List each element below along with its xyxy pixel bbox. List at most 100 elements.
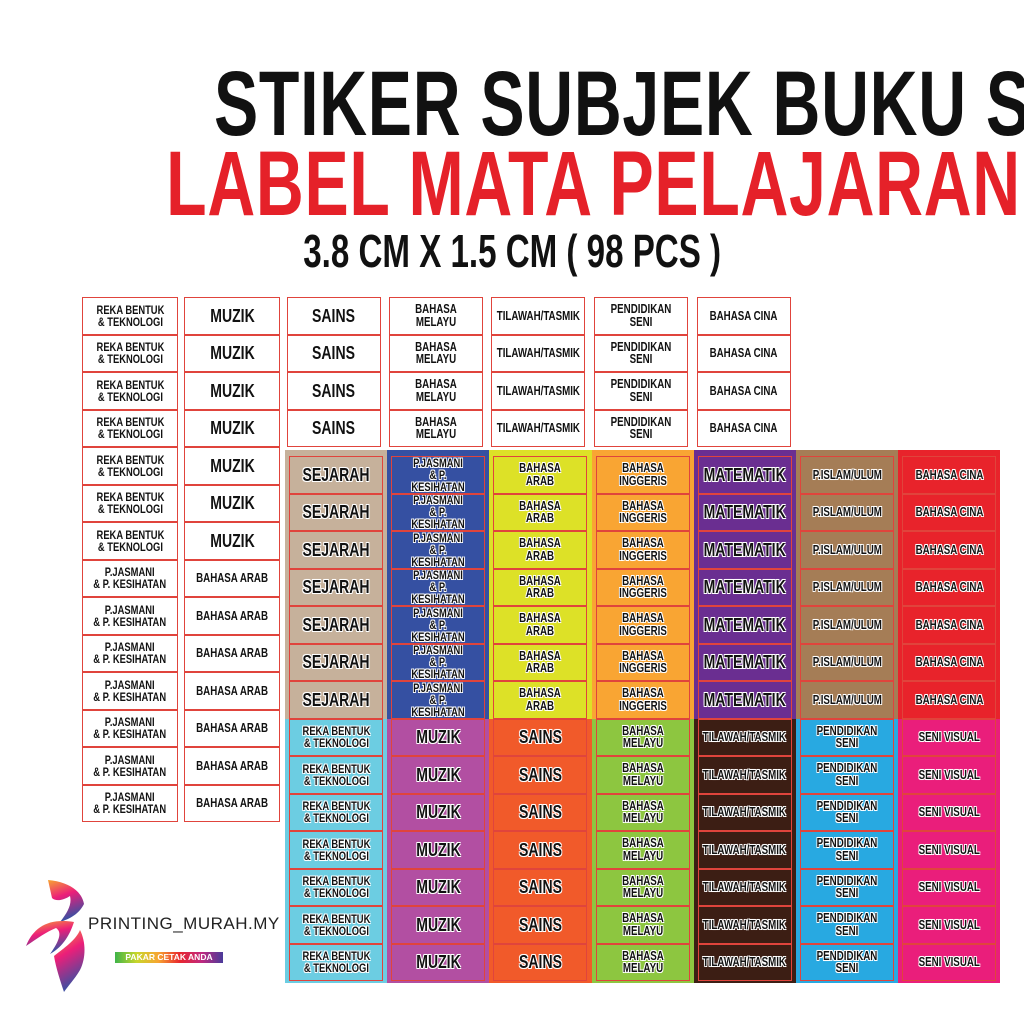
sticker-label: SEJARAH: [289, 493, 383, 531]
sticker-label: SEJARAH: [289, 643, 383, 681]
sticker-text: SAINS: [312, 305, 356, 326]
sticker-text: SEJARAH: [302, 539, 370, 560]
sticker-text: SAINS: [518, 839, 562, 860]
sticker-text: SAINS: [518, 877, 562, 898]
sticker-label: P.ISLAM/ULUM: [800, 493, 894, 531]
sticker-text: PENDIDIKAN SENI: [610, 414, 672, 442]
sticker-label: MATEMATIK: [697, 606, 792, 644]
sticker-text: SAINS: [518, 952, 562, 973]
sticker-label: PENDIDIKAN SENI: [594, 297, 688, 335]
sticker-text: SEJARAH: [302, 577, 370, 598]
sticker-text: BAHASA INGGERIS: [618, 573, 667, 601]
sticker-text: BAHASA ARAB: [519, 611, 562, 638]
sticker-label: REKA BENTUK & TEKNOLOGI: [82, 409, 178, 447]
sticker-label: SENI VISUAL: [902, 868, 997, 906]
sticker-label: PENDIDIKAN SENI: [800, 943, 894, 981]
sticker-label: BAHASA MELAYU: [389, 409, 483, 447]
sticker-text: SENI VISUAL: [918, 805, 980, 819]
sticker-label: BAHASA ARAB: [493, 568, 588, 606]
sticker-label: SAINS: [287, 297, 381, 335]
sticker-label: REKA BENTUK & TEKNOLOGI: [82, 297, 178, 335]
sticker-label: BAHASA ARAB: [493, 493, 588, 531]
sticker-text: BAHASA CINA: [710, 308, 778, 323]
sticker-text: MUZIK: [415, 914, 461, 935]
sticker-text: BAHASA MELAYU: [415, 302, 457, 329]
sticker-text: SAINS: [312, 418, 356, 439]
sticker-label: P.JASMANI & P. KESIHATAN: [82, 559, 178, 597]
sticker-label: MATEMATIK: [697, 531, 792, 569]
sticker-text: SENI VISUAL: [918, 880, 980, 894]
sticker-label: REKA BENTUK & TEKNOLOGI: [82, 334, 178, 372]
sticker-text: TILAWAH/TASMIK: [703, 730, 787, 744]
sticker-label: MUZIK: [184, 334, 280, 372]
sticker-label: MATEMATIK: [697, 643, 792, 681]
sticker-text: MUZIK: [209, 418, 255, 439]
sticker-text: BAHASA ARAB: [519, 498, 562, 526]
sticker-text: PENDIDIKAN SENI: [816, 948, 878, 976]
sticker-label: BAHASA INGGERIS: [595, 493, 690, 531]
sticker-text: SAINS: [518, 764, 562, 785]
sticker-label: REKA BENTUK & TEKNOLOGI: [82, 372, 178, 410]
sticker-label: TILAWAH/TASMIK: [491, 297, 585, 335]
sticker-text: P.JASMANI & P. KESIHATAN: [411, 606, 465, 644]
sticker-text: REKA BENTUK & TEKNOLOGI: [302, 911, 370, 938]
sticker-label: BAHASA INGGERIS: [595, 456, 690, 494]
subtitle-text: LABEL MATA PELAJARAN: [166, 133, 1021, 235]
sticker-label: P.ISLAM/ULUM: [800, 606, 894, 644]
sticker-text: TILAWAH/TASMIK: [703, 955, 787, 969]
sticker-label: BAHASA MELAYU: [595, 943, 690, 981]
sticker-label: P.ISLAM/ULUM: [800, 531, 894, 569]
logo-tagline: PAKAR CETAK ANDA: [115, 952, 223, 963]
sticker-text: REKA BENTUK & TEKNOLOGI: [302, 799, 370, 826]
sticker-text: BAHASA ARAB: [196, 571, 268, 585]
sticker-label: BAHASA CINA: [902, 493, 997, 531]
sticker-label: SEJARAH: [289, 531, 383, 569]
sticker-label: BAHASA MELAYU: [595, 868, 690, 906]
sticker-label: P.JASMANI & P. KESIHATAN: [391, 681, 486, 719]
sticker-column-6: [898, 450, 1001, 719]
sticker-text: MATEMATIK: [703, 614, 786, 635]
sticker-text: TILAWAH/TASMIK: [703, 842, 787, 857]
sticker-text: BAHASA ARAB: [519, 648, 562, 676]
sticker-label: P.ISLAM/ULUM: [800, 643, 894, 681]
sticker-label: SAINS: [287, 334, 381, 372]
sticker-label: BAHASA INGGERIS: [595, 568, 690, 606]
sticker-text: BAHASA ARAB: [196, 646, 268, 660]
sticker-label: MATEMATIK: [697, 568, 792, 606]
sticker-label: TILAWAH/TASMIK: [697, 831, 792, 869]
sticker-label: SEJARAH: [289, 681, 383, 719]
sticker-column-1: [387, 718, 490, 983]
sticker-column-0: [285, 450, 388, 719]
sticker-label: SAINS: [493, 868, 588, 906]
sticker-text: P.JASMANI & P. KESIHATAN: [93, 640, 167, 667]
sticker-label: REKA BENTUK & TEKNOLOGI: [289, 831, 383, 869]
sticker-label: P.ISLAM/ULUM: [800, 568, 894, 606]
sticker-label: BAHASA MELAYU: [389, 297, 483, 335]
sticker-column-5: [796, 718, 899, 983]
sticker-label: P.JASMANI & P. KESIHATAN: [82, 747, 178, 785]
sticker-text: REKA BENTUK & TEKNOLOGI: [96, 377, 164, 404]
sticker-label: SAINS: [493, 793, 588, 831]
sticker-label: MUZIK: [391, 906, 486, 944]
size-info-text: 3.8 CM X 1.5 CM ( 98 PCS ): [303, 225, 721, 277]
sticker-text: BAHASA CINA: [915, 542, 984, 557]
sticker-text: MATEMATIK: [703, 539, 786, 560]
sticker-text: TILAWAH/TASMIK: [496, 346, 580, 360]
sticker-label: BAHASA ARAB: [493, 606, 588, 644]
sticker-label: REKA BENTUK & TEKNOLOGI: [289, 868, 383, 906]
sticker-label: BAHASA MELAYU: [595, 793, 690, 831]
sticker-label: MUZIK: [184, 522, 280, 560]
sticker-label: MUZIK: [391, 943, 486, 981]
sticker-text: P.ISLAM/ULUM: [812, 692, 882, 707]
sticker-text: PENDIDIKAN SENI: [816, 761, 878, 788]
sticker-label: SEJARAH: [289, 456, 383, 494]
sticker-label: BAHASA ARAB: [184, 747, 280, 785]
subtitle: LABEL MATA PELAJARAN: [0, 132, 1024, 237]
sticker-label: BAHASA MELAYU: [595, 831, 690, 869]
sticker-label: BAHASA INGGERIS: [595, 531, 690, 569]
sticker-label: BAHASA INGGERIS: [595, 643, 690, 681]
sticker-text: BAHASA ARAB: [196, 721, 268, 735]
sticker-label: BAHASA MELAYU: [595, 718, 690, 756]
sticker-label: P.JASMANI & P. KESIHATAN: [82, 784, 178, 822]
